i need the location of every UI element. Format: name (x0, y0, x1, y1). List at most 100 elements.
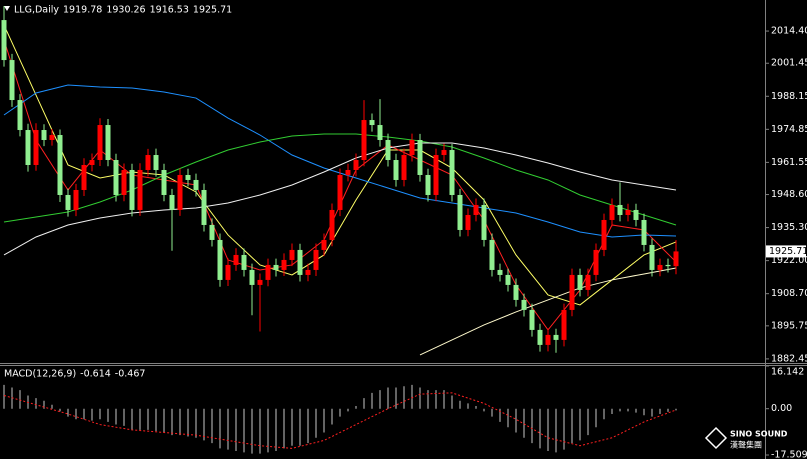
y-tick-label: 2014.40 (771, 26, 807, 37)
candle-body (633, 209, 639, 220)
candle-body (449, 150, 455, 195)
candle-body (657, 264, 663, 270)
macd-value: -0.614 (80, 369, 111, 380)
y-tick-label: 1935.30 (771, 222, 807, 233)
candle-body (81, 164, 87, 190)
candle-body (465, 214, 471, 230)
candle-body (33, 130, 39, 165)
candle-body (569, 274, 575, 310)
moving-average (419, 267, 677, 356)
y-tick-label: -17.509 (771, 450, 807, 459)
candle-body (265, 264, 271, 280)
candle-body (665, 264, 671, 267)
candle-body (41, 130, 47, 141)
candle-body (25, 130, 31, 165)
candle-body (545, 334, 551, 345)
candle-body (617, 204, 623, 215)
candle-body (345, 169, 351, 175)
candle-body (553, 334, 559, 340)
candle-body (153, 155, 159, 170)
candle-body (585, 274, 591, 290)
candle-body (513, 284, 519, 300)
candle-body (281, 259, 287, 270)
candle-body (1, 20, 7, 61)
candle-body (97, 125, 103, 161)
y-tick-label: 1974.85 (771, 124, 807, 135)
candle-body (473, 204, 479, 215)
candle-body (297, 249, 303, 275)
candle-body (361, 120, 367, 161)
y-tick-label: 1961.55 (771, 157, 807, 168)
close-value: 1925.71 (193, 5, 232, 16)
high-value: 1930.26 (106, 5, 145, 16)
candle-body (625, 209, 631, 215)
candle-body (321, 239, 327, 250)
moving-average (3, 142, 677, 256)
candle-body (497, 269, 503, 275)
candle-body (441, 150, 447, 156)
candle-body (105, 125, 111, 161)
candle-body (185, 174, 191, 180)
price-label-box (766, 245, 806, 258)
candle-body (169, 194, 175, 210)
y-tick-label: 1895.75 (771, 320, 807, 331)
signal-value: -0.467 (115, 369, 146, 380)
candle-body (49, 135, 55, 141)
watermark-chinese: 漢聲集團 (730, 440, 762, 450)
chart-title: LLG,Daily (14, 5, 59, 16)
y-tick-label: 1922.00 (771, 255, 807, 266)
candle-body (161, 169, 167, 195)
candle-body (369, 120, 375, 126)
y-tick-label: 1948.60 (771, 189, 807, 200)
y-tick-label: 2001.45 (771, 58, 807, 69)
candle-body (313, 249, 319, 270)
candle-body (601, 219, 607, 250)
candle-body (537, 329, 543, 345)
candle-body (57, 135, 63, 195)
candle-body (433, 155, 439, 195)
y-tick-label: 1988.15 (771, 91, 807, 102)
candle-body (209, 224, 215, 240)
y-tick-label: 16.142 (771, 367, 804, 378)
y-tick-label: 1908.70 (771, 288, 807, 299)
candle-body (193, 179, 199, 190)
candle-body (329, 209, 335, 240)
candle-body (337, 174, 343, 210)
candle-body (521, 299, 527, 310)
candle-body (137, 169, 143, 210)
candle-body (401, 155, 407, 180)
candle-body (577, 274, 583, 290)
candle-body (65, 194, 71, 210)
signal-line (3, 392, 677, 449)
candle-body (257, 279, 263, 285)
candle-body (273, 264, 279, 270)
candle-body (673, 251, 679, 267)
candle-body (457, 194, 463, 230)
candle-body (305, 269, 311, 275)
candle-body (113, 160, 119, 195)
logo-mark (704, 426, 728, 450)
candle-body (89, 160, 95, 165)
candle-body (353, 160, 359, 170)
candle-body (529, 309, 535, 330)
current-price: 1925.71 (769, 246, 807, 257)
candle-body (17, 100, 23, 131)
candle-body (145, 155, 151, 170)
candle-body (177, 174, 183, 210)
y-tick-label: 1882.45 (771, 353, 807, 364)
candle-body (9, 60, 15, 101)
candle-body (489, 239, 495, 270)
candle-body (561, 309, 567, 340)
candle-body (417, 140, 423, 175)
y-tick-label: 0.00 (771, 403, 792, 414)
candle-body (129, 169, 135, 210)
candle-body (225, 264, 231, 280)
open-value: 1919.78 (63, 5, 102, 16)
candle-body (425, 174, 431, 195)
collapse-icon (4, 6, 10, 11)
candle-body (217, 239, 223, 280)
indicator-title: MACD(12,26,9) (4, 369, 76, 380)
candle-body (393, 160, 399, 180)
